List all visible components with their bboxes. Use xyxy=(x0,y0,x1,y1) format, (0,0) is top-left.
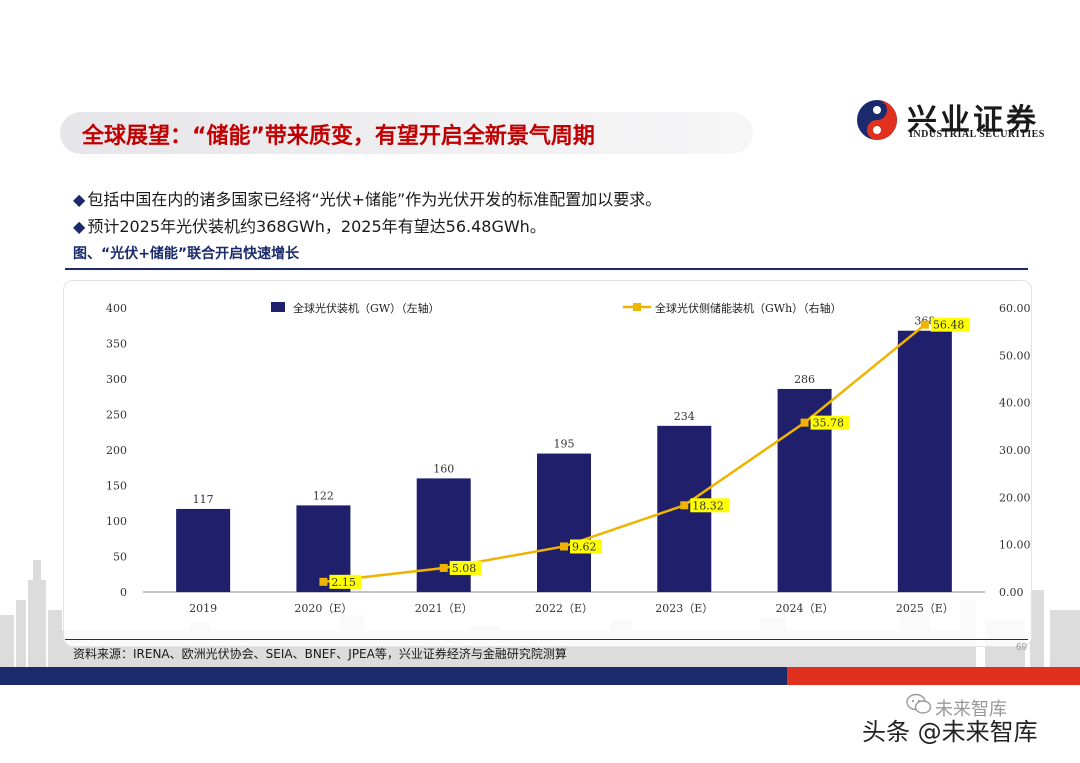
page-title: 全球展望：“储能”带来质变，有望开启全新景气周期 xyxy=(82,124,595,149)
figure-title: 图、“光伏+储能”联合开启快速增长 xyxy=(73,246,300,262)
logo-en-text: INDUSTRIAL SECURITIES xyxy=(909,129,1045,140)
y-left-tick-label: 150 xyxy=(106,480,127,493)
y-left-tick-label: 50 xyxy=(113,551,127,564)
y-right-tick-label: 60.00 xyxy=(999,302,1030,315)
line-label-bg xyxy=(930,317,970,332)
bar-value-label: 122 xyxy=(313,489,334,502)
bar-value-label: 117 xyxy=(193,493,214,506)
line-point xyxy=(680,501,689,510)
bar-value-label: 234 xyxy=(674,410,695,423)
bar xyxy=(537,453,591,592)
x-tick-label: 2019 xyxy=(189,602,217,615)
y-left-tick-label: 0 xyxy=(120,586,127,599)
chart: 全球光伏装机（GW）（左轴） 全球光伏侧储能装机（GWh）（右轴） 0 50 100… xyxy=(106,301,1030,615)
y-right-tick-label: 20.00 xyxy=(999,491,1030,504)
bar-value-label: 286 xyxy=(794,373,815,386)
watermark: 头条 @未来智库 xyxy=(862,718,1038,746)
footer-band-blue xyxy=(0,667,787,685)
bar-value-label: 160 xyxy=(433,462,454,475)
source-rule xyxy=(65,639,1028,640)
line-point xyxy=(800,418,809,427)
line-series xyxy=(323,323,926,584)
legend: 全球光伏装机（GW）（左轴） 全球光伏侧储能装机（GWh）（右轴） xyxy=(271,301,842,315)
bar xyxy=(897,330,952,592)
footer-band-red xyxy=(787,667,1080,685)
y-right-tick-label: 0.00 xyxy=(999,586,1024,599)
y-right-tick-label: 40.00 xyxy=(999,397,1030,410)
logo-cn-text: 兴业证券 xyxy=(907,103,1039,138)
bullet-2: ◆ 预计2025年光伏装机约368GWh，2025年有望达56.48GWh。 xyxy=(73,213,546,237)
legend-bar-label: 全球光伏装机（GW）（左轴） xyxy=(293,301,440,315)
bullet-1: ◆ 包括中国在内的诸多国家已经将“光伏+储能”作为光伏开发的标准配置加以要求。 xyxy=(73,186,661,210)
y-left-tick-label: 350 xyxy=(106,338,127,351)
line-value-label: 56.48 xyxy=(933,319,965,332)
bar-value-label: 195 xyxy=(554,438,575,451)
line-point xyxy=(920,320,929,329)
figure-title-rule xyxy=(65,268,1028,270)
logo: 兴业证券 INDUSTRIAL SECURITIES xyxy=(855,95,1065,145)
line-point xyxy=(560,542,568,551)
y-right-tick-label: 50.00 xyxy=(999,349,1030,362)
x-tick-label: 2023（E） xyxy=(655,602,713,615)
line-value-label: 5.08 xyxy=(452,562,477,575)
line-label-bg xyxy=(449,560,482,575)
x-tick-label: 2021（E） xyxy=(415,602,473,615)
line-value-label: 9.62 xyxy=(572,540,597,553)
diamond-bullet-icon: ◆ xyxy=(73,190,86,209)
x-tick-label: 2025（E） xyxy=(896,602,954,615)
line-label-bg xyxy=(810,415,850,430)
x-tick-label: 2022（E） xyxy=(535,602,593,615)
y-right-tick-label: 30.00 xyxy=(999,444,1030,457)
bullet-2-text: 预计2025年光伏装机约368GWh，2025年有望达56.48GWh。 xyxy=(87,217,546,236)
source-note: 资料来源：IRENA、欧洲光伏协会、SEIA、BNEF、JPEA等，兴业证券经济… xyxy=(73,647,567,661)
y-left-tick-label: 400 xyxy=(106,302,127,315)
legend-line-marker xyxy=(633,303,641,311)
line-value-label: 18.32 xyxy=(692,499,724,512)
title-bar xyxy=(60,112,753,154)
line-point xyxy=(319,577,328,586)
x-tick-label: 2020（E） xyxy=(294,602,352,615)
legend-bar-swatch xyxy=(271,302,285,312)
y-right-tick-label: 10.00 xyxy=(999,539,1030,552)
line-label-bg xyxy=(329,574,362,589)
wechat-icon xyxy=(906,693,932,714)
bullet-1-text: 包括中国在内的诸多国家已经将“光伏+储能”作为光伏开发的标准配置加以要求。 xyxy=(87,190,662,209)
watermark-faint: 未来智库 xyxy=(935,699,1007,720)
y-left-tick-label: 200 xyxy=(106,444,127,457)
line-value-label: 2.15 xyxy=(331,576,356,589)
y-left-tick-label: 100 xyxy=(106,515,127,528)
diamond-bullet-icon: ◆ xyxy=(73,217,86,236)
bar xyxy=(176,508,231,592)
logo-icon xyxy=(857,100,897,140)
x-tick-label: 2024（E） xyxy=(776,602,834,615)
line-value-label: 35.78 xyxy=(813,417,845,430)
line-label-bg xyxy=(570,539,602,554)
line-point xyxy=(439,563,448,572)
legend-line-label: 全球光伏侧储能装机（GWh）（右轴） xyxy=(655,301,842,315)
plot-area: 0 50 100 150 200 250 300 350 400 0.00 10.00 20.00 30… xyxy=(106,302,1030,615)
line-label-bg xyxy=(690,498,730,513)
y-left-tick-label: 300 xyxy=(106,373,127,386)
page-number: 69 xyxy=(1016,642,1028,653)
y-left-tick-label: 250 xyxy=(106,409,127,422)
